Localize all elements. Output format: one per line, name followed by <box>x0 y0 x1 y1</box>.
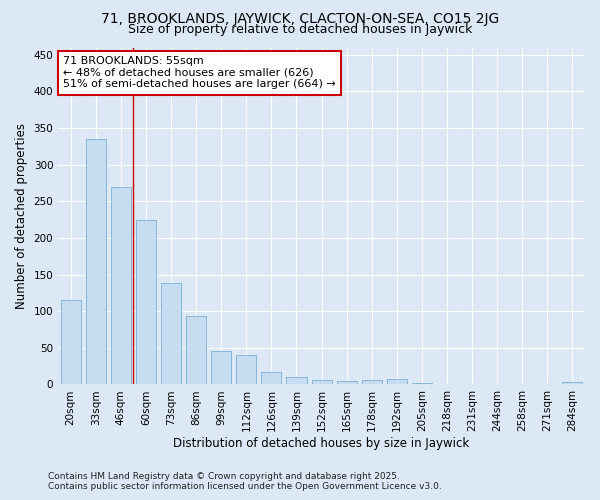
Bar <box>61 300 81 384</box>
Bar <box>286 377 307 384</box>
Bar <box>136 220 156 384</box>
Text: 71 BROOKLANDS: 55sqm
← 48% of detached houses are smaller (626)
51% of semi-deta: 71 BROOKLANDS: 55sqm ← 48% of detached h… <box>63 56 336 90</box>
Bar <box>111 186 131 384</box>
Bar <box>562 382 583 384</box>
Bar <box>236 355 256 384</box>
Y-axis label: Number of detached properties: Number of detached properties <box>15 123 28 309</box>
Bar <box>387 380 407 384</box>
Bar <box>161 284 181 384</box>
Bar <box>211 351 231 384</box>
Bar <box>86 139 106 384</box>
Bar <box>311 380 332 384</box>
Bar <box>412 383 432 384</box>
Text: Contains HM Land Registry data © Crown copyright and database right 2025.
Contai: Contains HM Land Registry data © Crown c… <box>48 472 442 491</box>
Text: 71, BROOKLANDS, JAYWICK, CLACTON-ON-SEA, CO15 2JG: 71, BROOKLANDS, JAYWICK, CLACTON-ON-SEA,… <box>101 12 499 26</box>
Bar <box>262 372 281 384</box>
Text: Size of property relative to detached houses in Jaywick: Size of property relative to detached ho… <box>128 24 472 36</box>
Bar <box>362 380 382 384</box>
Bar <box>186 316 206 384</box>
Bar <box>337 381 357 384</box>
X-axis label: Distribution of detached houses by size in Jaywick: Distribution of detached houses by size … <box>173 437 470 450</box>
